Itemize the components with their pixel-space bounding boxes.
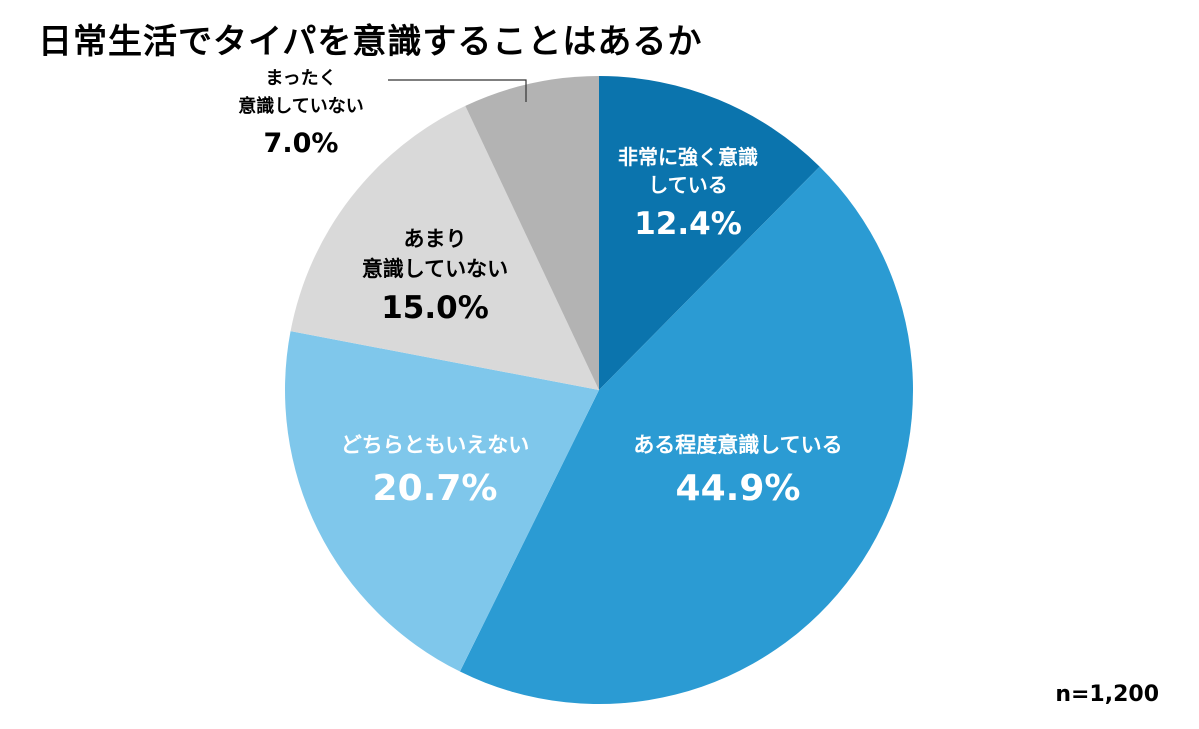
slice-label-line: あまり	[404, 227, 467, 251]
slices-layer	[284, 76, 914, 705]
leader-line	[388, 79, 527, 102]
labels-layer: 非常に強く意識している 12.4% ある程度意識している 44.9% どちらともいえない…	[238, 68, 842, 509]
slice-value-label: 20.7%	[373, 468, 498, 509]
leader-layer	[388, 79, 527, 102]
pie-slice-1	[599, 76, 820, 390]
slice-value-label: 7.0%	[264, 128, 339, 159]
slice-label-line: まったく	[265, 68, 336, 89]
slice-label-5: まったく意識していない 7.0%	[238, 68, 363, 159]
sample-size-note: n=1,200	[1055, 682, 1159, 707]
slice-label-line: どちらともいえない	[341, 433, 530, 457]
pie-slice-4	[290, 105, 599, 390]
slice-label-line: 非常に強く意識	[618, 145, 758, 169]
slice-label-line: 意識していない	[238, 95, 363, 117]
slice-value-label: 44.9%	[676, 468, 801, 509]
slice-label-line: 意識していない	[362, 257, 508, 281]
slice-value-label: 12.4%	[634, 206, 742, 242]
pie-slice-5	[465, 76, 599, 390]
slice-label-line: ある程度意識している	[633, 433, 842, 457]
pie-slice-3	[284, 331, 599, 672]
slice-value-label: 15.0%	[381, 290, 489, 326]
chart-title: 日常生活でタイパを意識することはあるか	[38, 22, 703, 62]
slice-label-2: ある程度意識している 44.9%	[633, 433, 842, 509]
pie-slice-2	[459, 166, 914, 705]
slice-label-line: している	[648, 173, 727, 197]
slice-label-4: あまり意識していない 15.0%	[362, 227, 508, 326]
slice-label-1: 非常に強く意識している 12.4%	[618, 145, 758, 242]
slice-label-3: どちらともいえない 20.7%	[341, 433, 530, 509]
